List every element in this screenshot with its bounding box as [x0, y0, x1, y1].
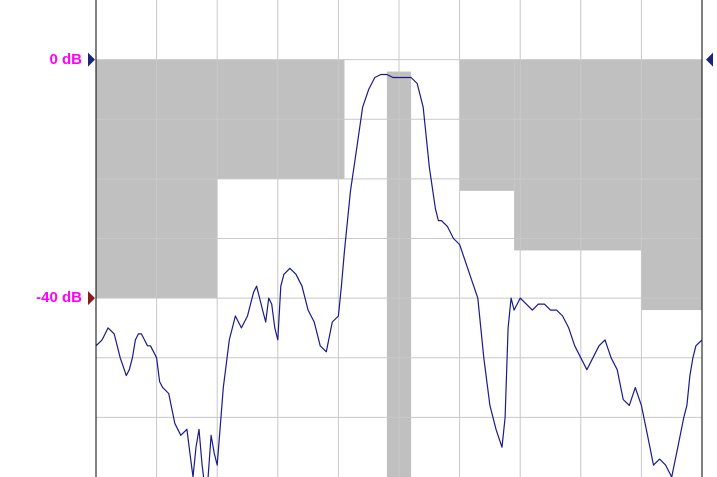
series-line-0	[95, 73, 703, 477]
limit-mask-region-5	[641, 59, 702, 311]
plot-frame	[95, 0, 703, 477]
ref-label-0db: 0 dB	[49, 50, 82, 68]
limit-mask-region-3	[459, 59, 515, 191]
limit-mask	[96, 59, 702, 477]
ref-label-minus40db: -40 dB	[36, 289, 82, 307]
reference-markers	[88, 52, 713, 306]
grid-lines	[96, 0, 702, 477]
ref-marker-left-0	[88, 52, 95, 67]
ref-marker-right-0	[706, 52, 713, 67]
trace-layer	[95, 73, 703, 477]
ref-marker-left-1	[88, 291, 95, 306]
limit-mask-region-4	[514, 59, 642, 251]
